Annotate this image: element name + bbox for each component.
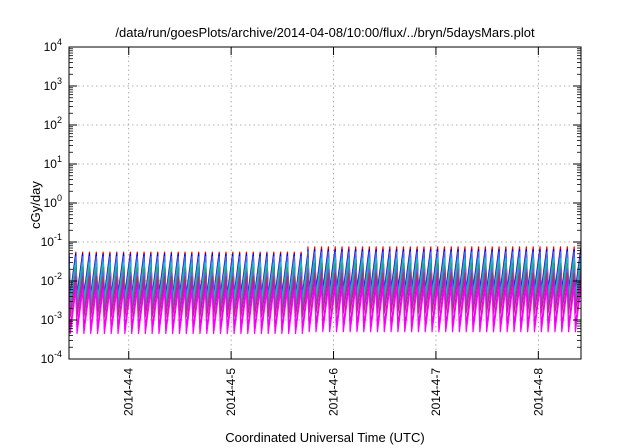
- x-tick-label: 2014-4-5: [224, 368, 238, 416]
- chart-title: /data/run/goesPlots/archive/2014-04-08/1…: [115, 25, 535, 40]
- series-lines: [69, 246, 581, 335]
- y-tick-label: 10-1: [41, 232, 62, 249]
- x-tick-label: 2014-4-7: [429, 368, 443, 416]
- y-tick-label: 104: [44, 37, 62, 54]
- y-axis-label: cGy/day: [28, 181, 43, 229]
- y-tick-label: 103: [44, 76, 62, 93]
- x-axis-label: Coordinated Universal Time (UTC): [225, 430, 424, 445]
- y-tick-label: 102: [44, 115, 62, 132]
- y-tick-label: 100: [44, 193, 62, 210]
- x-tick-label: 2014-4-8: [531, 368, 545, 416]
- y-tick-label: 101: [44, 154, 62, 171]
- y-tick-label: 10-2: [41, 271, 62, 288]
- axes: 10-4 10-3 10-2 10-1 100 101 102 103 104 2014-4-4 2…: [41, 37, 581, 416]
- y-tick-label: 10-4: [41, 349, 62, 366]
- series-line: [69, 286, 581, 335]
- x-tick-label: 2014-4-4: [122, 368, 136, 416]
- x-tick-label: 2014-4-6: [327, 368, 341, 416]
- y-tick-label: 10-3: [41, 310, 62, 327]
